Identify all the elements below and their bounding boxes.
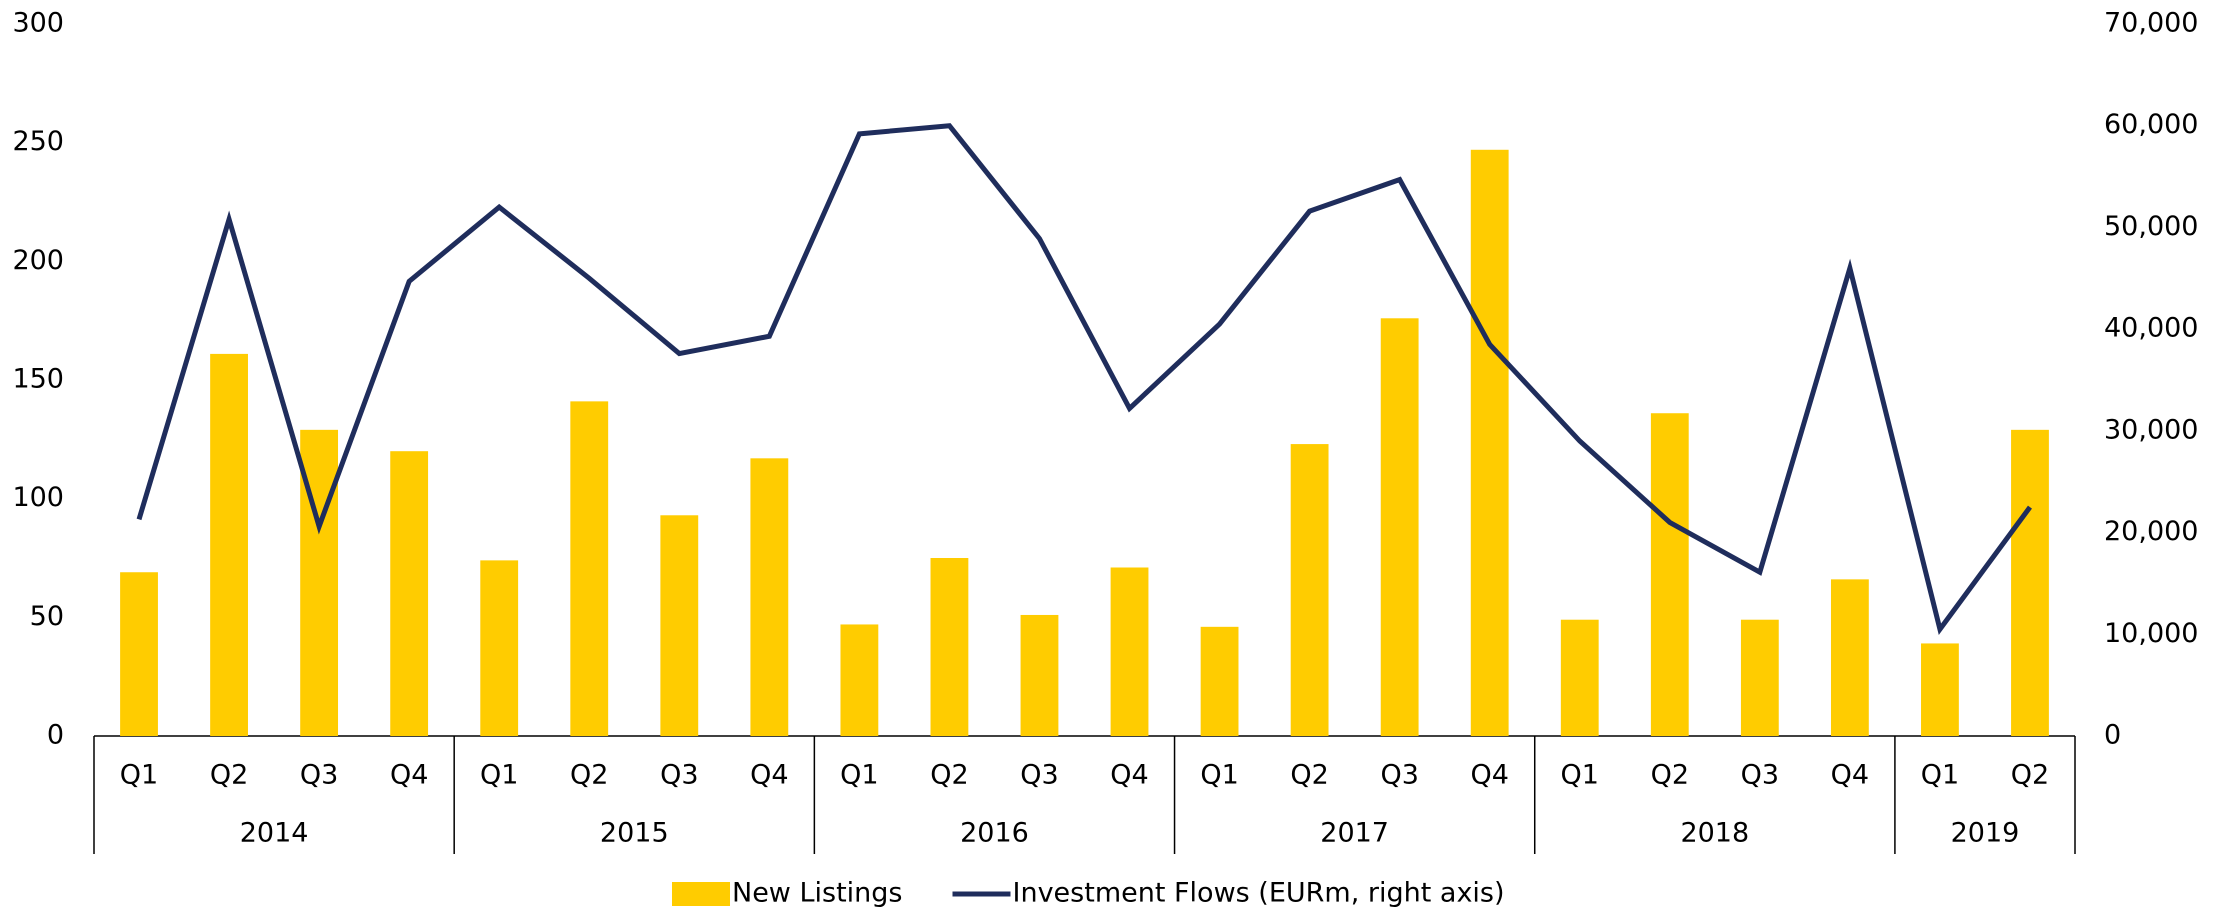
group-label: 2018: [1680, 818, 1749, 849]
bar: [840, 624, 879, 736]
bar: [570, 401, 609, 736]
bar: [930, 558, 969, 736]
group-label: 2014: [240, 818, 309, 849]
group-label: 2016: [960, 818, 1029, 849]
bar: [1470, 149, 1509, 736]
x-tick-label: Q4: [750, 760, 788, 791]
bar: [210, 353, 248, 736]
bar: [1740, 619, 1779, 736]
bar: [1380, 318, 1419, 736]
bar: [750, 458, 789, 736]
bar: [480, 560, 519, 736]
x-tick-label: Q1: [1561, 760, 1599, 791]
x-tick-label: Q2: [570, 760, 608, 791]
bar: [120, 572, 158, 736]
x-tick-label: Q3: [660, 760, 698, 791]
y2-tick-label: 50,000: [2104, 211, 2198, 242]
y2-tick-label: 20,000: [2104, 516, 2198, 547]
x-tick-label: Q2: [210, 760, 248, 791]
bar: [660, 515, 699, 736]
bar: [2011, 429, 2049, 736]
bar: [1560, 619, 1599, 736]
x-tick-label: Q4: [1831, 760, 1869, 791]
y2-tick-label: 60,000: [2104, 109, 2198, 140]
bar: [1830, 579, 1869, 736]
bar: [390, 451, 429, 736]
x-tick-label: Q1: [480, 760, 518, 791]
y2-tick-label: 10,000: [2104, 618, 2198, 649]
y2-tick-label: 30,000: [2104, 414, 2198, 445]
y-tick-label: 200: [12, 245, 64, 276]
x-tick-label: Q2: [2011, 760, 2049, 791]
x-tick-label: Q2: [1651, 760, 1689, 791]
x-tick-label: Q1: [840, 760, 878, 791]
bar: [1921, 643, 1959, 736]
y2-tick-label: 0: [2104, 720, 2121, 751]
x-tick-label: Q2: [930, 760, 968, 791]
x-tick-label: Q4: [1470, 760, 1508, 791]
x-tick-label: Q3: [1380, 760, 1418, 791]
group-label: 2015: [600, 818, 669, 849]
y-tick-label: 150: [12, 364, 64, 395]
x-tick-label: Q3: [1020, 760, 1058, 791]
x-tick-label: Q1: [1921, 760, 1959, 791]
legend-label: New Listings: [732, 878, 903, 908]
x-tick-label: Q4: [1110, 760, 1148, 791]
x-tick-label: Q3: [1741, 760, 1779, 791]
legend-label: Investment Flows (EURm, right axis): [1013, 878, 1505, 908]
y2-tick-label: 70,000: [2104, 8, 2198, 39]
x-tick-label: Q1: [120, 760, 158, 791]
x-tick-label: Q2: [1290, 760, 1328, 791]
group-label: 2019: [1951, 818, 2020, 849]
y-tick-label: 100: [12, 482, 64, 513]
bar: [1020, 614, 1059, 736]
x-tick-label: Q1: [1200, 760, 1238, 791]
legend-swatch: [672, 882, 730, 906]
line: [136, 123, 2032, 635]
bar: [1650, 413, 1689, 736]
x-tick-label: Q4: [390, 760, 428, 791]
bar: [1110, 567, 1149, 736]
y-tick-label: 50: [30, 601, 64, 632]
y-tick-label: 0: [47, 720, 64, 751]
y2-tick-label: 40,000: [2104, 313, 2198, 344]
y-tick-label: 300: [12, 8, 64, 39]
bar: [1200, 626, 1239, 736]
bar: [1290, 444, 1329, 736]
y-tick-label: 250: [12, 126, 64, 157]
group-label: 2017: [1320, 818, 1389, 849]
x-tick-label: Q3: [300, 760, 338, 791]
